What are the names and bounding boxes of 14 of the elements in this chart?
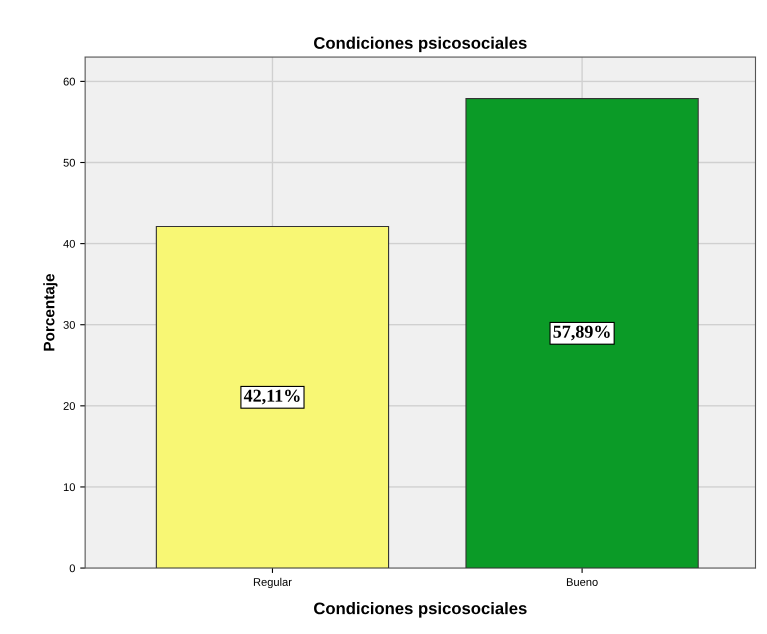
y-tick-label: 50 — [64, 158, 75, 167]
data-label: 57,89% — [553, 326, 610, 340]
y-tick-label: 10 — [64, 483, 75, 492]
y-tick-label: 60 — [64, 78, 75, 86]
x-axis-title: Condiciones psicosociales — [314, 602, 527, 618]
y-axis-title: Porcentaje — [43, 274, 58, 351]
y-tick-label: 20 — [64, 402, 75, 410]
x-tick-label: Regular — [254, 578, 292, 588]
chart-title: Condiciones psicosociales — [314, 36, 527, 52]
y-tick-label: 40 — [63, 240, 75, 248]
data-label: 42,11% — [244, 390, 300, 404]
y-tick-label: 30 — [63, 320, 75, 329]
x-tick-label: Bueno — [566, 578, 598, 586]
y-tick-label: 0 — [70, 564, 75, 572]
